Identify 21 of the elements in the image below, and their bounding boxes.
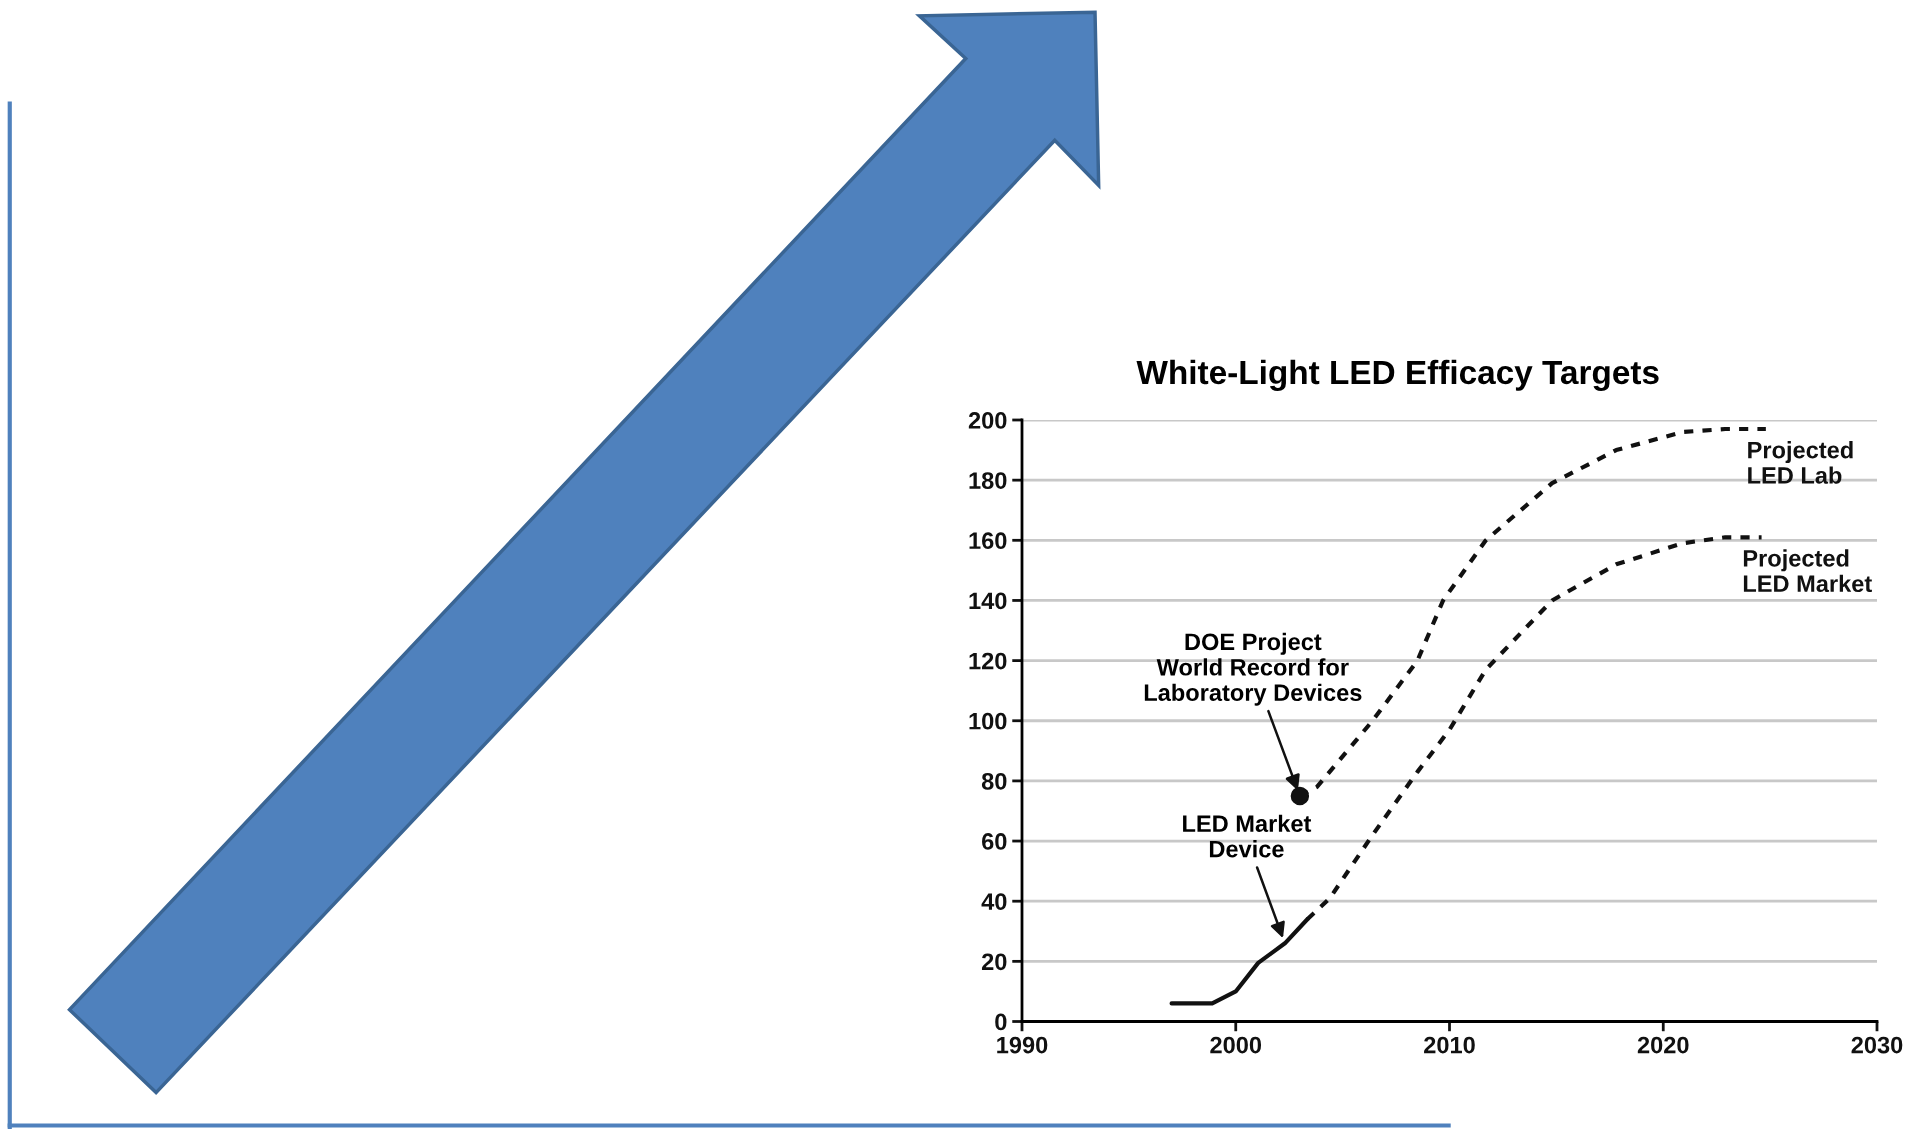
annotation: DOE Project World Record for Laboratory Devices [1144, 632, 1362, 706]
y-tick-label: 180 [969, 472, 1007, 489]
series-label: Projected LED Market [1743, 549, 1872, 593]
y-tick-label: 0 [995, 1013, 1007, 1031]
x-tick-label: 2010 [1424, 1036, 1475, 1054]
y-tick-label: 40 [981, 893, 1007, 910]
y-tick-label: 120 [969, 652, 1007, 670]
y-tick-label: 80 [981, 772, 1007, 790]
y-tick-label: 20 [981, 953, 1007, 971]
x-tick-label: 2030 [1851, 1036, 1903, 1054]
x-tick-label: 1990 [997, 1036, 1048, 1054]
y-tick-label: 100 [969, 712, 1007, 730]
y-tick-label: 60 [982, 833, 1007, 850]
y-tick-label: 140 [969, 592, 1007, 610]
y-tick-label: 200 [968, 412, 1007, 429]
x-tick-label: 2000 [1210, 1036, 1262, 1054]
x-tick-label: 2020 [1637, 1036, 1689, 1054]
annotation: LED Market Device [1183, 814, 1312, 858]
series-label: Projected LED Lab [1748, 441, 1853, 484]
y-tick-label: 160 [969, 532, 1007, 550]
chart-title: White-Light LED Efficacy Targets [1136, 359, 1659, 391]
